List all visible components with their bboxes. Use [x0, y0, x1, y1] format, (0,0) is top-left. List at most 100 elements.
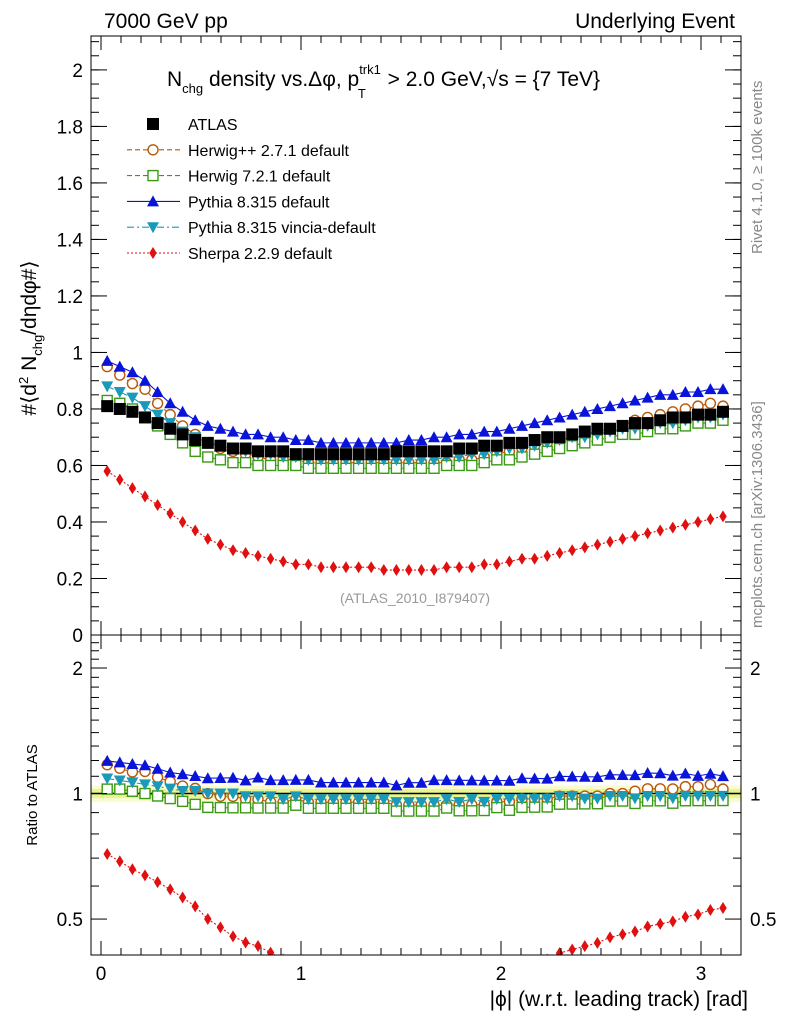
- ratio-point-sherpa: [141, 869, 149, 882]
- data-point-atlas: [139, 411, 151, 424]
- ratio-line-pythia: [107, 760, 724, 786]
- ratio-point-pythia: [201, 772, 214, 784]
- data-point-atlas: [666, 411, 679, 424]
- data-point-sherpa: [266, 552, 275, 565]
- legend: ATLAS Herwig++ 2.7.1 default Herwig 7.2.1 …: [127, 117, 376, 263]
- ratio-point-pythia: [327, 776, 340, 788]
- data-point-atlas: [478, 439, 491, 452]
- ratio-point-sherpa: [555, 947, 564, 955]
- ratio-point-vincia: [239, 791, 252, 803]
- data-point-sherpa: [694, 515, 702, 528]
- data-point-pythia: [176, 405, 189, 417]
- data-point-sherpa: [367, 561, 375, 574]
- data-point-pythia: [616, 397, 629, 409]
- legend-marker: [147, 144, 159, 156]
- ratio-point-herwig7: [252, 802, 264, 814]
- data-point-sherpa: [141, 490, 149, 503]
- ratio-point-sherpa: [254, 940, 262, 953]
- data-point-pythia: [503, 422, 516, 434]
- ratio-point-vincia: [666, 793, 679, 805]
- y-tick-label: 0.6: [57, 456, 83, 477]
- data-point-pythia: [214, 422, 227, 434]
- data-point-atlas: [566, 428, 579, 441]
- data-point-atlas: [528, 434, 541, 447]
- legend-item-atlas: ATLAS: [147, 117, 238, 134]
- ratio-frame: [90, 634, 742, 956]
- data-point-pythia: [340, 436, 352, 448]
- data-point-herwig7: [252, 459, 264, 472]
- ratio-point-pythia: [227, 771, 239, 783]
- data-point-sherpa: [543, 549, 551, 562]
- data-point-atlas: [113, 402, 126, 415]
- data-point-atlas: [704, 408, 717, 421]
- data-point-pythia: [428, 431, 440, 443]
- ratio-point-vincia: [692, 790, 704, 802]
- ratio-point-vincia: [541, 793, 554, 805]
- data-point-herwig7: [202, 451, 214, 463]
- ratio-point-herwig7: [214, 801, 227, 814]
- data-point-sherpa: [103, 465, 111, 478]
- data-point-sherpa: [279, 555, 287, 568]
- ratio-point-herwigpp: [704, 778, 717, 791]
- ratio-point-pythia: [528, 772, 541, 784]
- data-point-sherpa: [442, 561, 451, 574]
- data-point-atlas: [214, 439, 227, 452]
- ratio-panel: 0.5 0.5 1 1 2 2 0 1 2 3 Ratio to ATLAS |ϕ| (w.r.t…: [24, 634, 776, 1011]
- ratio-point-vincia: [428, 797, 440, 809]
- y-tick-label: 0.2: [57, 569, 83, 590]
- ratio-point-herwig7: [239, 802, 252, 814]
- ratio-point-vincia: [214, 788, 227, 800]
- ratio-point-vincia: [654, 790, 667, 802]
- ratio-point-pythia: [490, 774, 503, 786]
- ratio-point-vincia: [704, 790, 717, 802]
- data-point-sherpa: [643, 527, 652, 540]
- data-point-atlas: [717, 405, 729, 418]
- data-point-sherpa: [719, 510, 727, 523]
- legend-label: ATLAS: [188, 117, 238, 134]
- ratio-series-group: [101, 754, 729, 955]
- ratio-series-vincia: [101, 773, 729, 809]
- ratio-point-vincia: [189, 785, 202, 797]
- data-point-vincia: [402, 454, 415, 466]
- ratio-point-pythia: [277, 774, 290, 786]
- data-point-sherpa: [669, 521, 677, 534]
- data-point-atlas: [340, 448, 352, 461]
- data-point-vincia: [101, 381, 114, 393]
- main-title: Nchg density vs.Δφ, ptrk1 T > 2.0 GeV,√s …: [167, 62, 600, 101]
- ratio-point-herwig7: [176, 795, 189, 808]
- data-point-atlas: [654, 414, 667, 427]
- main-ylabel: #⟨d2 Nchg/dηdφ#⟩: [16, 260, 45, 415]
- data-point-vincia: [390, 454, 403, 466]
- data-point-pythia: [478, 425, 491, 437]
- data-point-pythia: [402, 434, 415, 446]
- ratio-point-vincia: [264, 791, 277, 803]
- data-point-atlas: [490, 439, 503, 452]
- ratio-point-vincia: [641, 790, 654, 802]
- data-point-herwigpp: [126, 377, 139, 390]
- ratio-point-vincia: [352, 794, 365, 806]
- ratio-point-sherpa: [631, 925, 639, 938]
- y-tick-label: 0: [72, 626, 83, 647]
- data-point-atlas: [164, 422, 177, 435]
- data-point-pythia: [289, 434, 302, 446]
- data-point-atlas: [189, 434, 202, 447]
- legend-label: Herwig++ 2.7.1 default: [188, 143, 350, 160]
- data-point-herwig7: [264, 459, 277, 472]
- data-point-vincia: [428, 454, 440, 466]
- ratio-y-tick-label: 2: [72, 659, 83, 680]
- data-point-sherpa: [618, 532, 627, 545]
- ratio-point-pythia: [629, 769, 641, 781]
- data-point-herwig7: [503, 454, 516, 466]
- ratio-point-pythia: [101, 754, 114, 766]
- data-point-atlas: [302, 448, 315, 461]
- data-point-herwigpp: [151, 397, 164, 410]
- data-point-sherpa: [392, 564, 401, 577]
- data-point-sherpa: [518, 552, 526, 565]
- ratio-point-vincia: [201, 788, 214, 800]
- data-point-sherpa: [153, 499, 162, 512]
- data-point-sherpa: [329, 561, 338, 574]
- ratio-point-pythia: [428, 774, 440, 786]
- ratio-point-pythia: [578, 770, 591, 782]
- ratio-point-sherpa: [153, 876, 162, 889]
- ratio-point-pythia: [591, 770, 604, 782]
